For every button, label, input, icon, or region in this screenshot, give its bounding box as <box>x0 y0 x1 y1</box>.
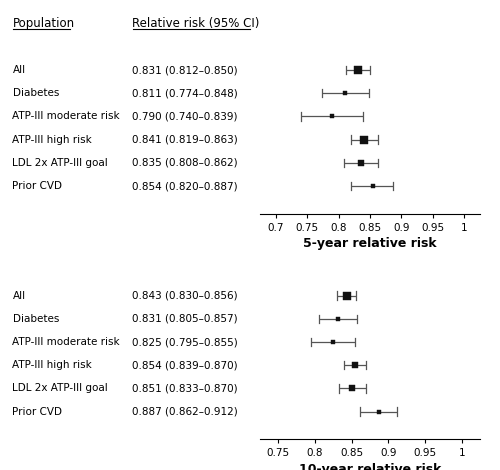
Text: 0.835 (0.808–0.862): 0.835 (0.808–0.862) <box>132 158 238 168</box>
Text: ATP-III moderate risk: ATP-III moderate risk <box>12 111 120 121</box>
Text: All: All <box>12 290 26 301</box>
Text: 0.854 (0.820–0.887): 0.854 (0.820–0.887) <box>132 181 238 191</box>
Text: Population: Population <box>12 17 74 30</box>
Text: 0.851 (0.833–0.870): 0.851 (0.833–0.870) <box>132 384 238 393</box>
Text: 0.790 (0.740–0.839): 0.790 (0.740–0.839) <box>132 111 238 121</box>
Text: 0.831 (0.805–0.857): 0.831 (0.805–0.857) <box>132 314 238 324</box>
Text: 0.811 (0.774–0.848): 0.811 (0.774–0.848) <box>132 88 238 98</box>
Text: 0.831 (0.812–0.850): 0.831 (0.812–0.850) <box>132 65 238 75</box>
Text: 0.843 (0.830–0.856): 0.843 (0.830–0.856) <box>132 290 238 301</box>
Text: ATP-III high risk: ATP-III high risk <box>12 360 92 370</box>
X-axis label: 10-year relative risk: 10-year relative risk <box>299 462 441 470</box>
Text: Prior CVD: Prior CVD <box>12 181 62 191</box>
Text: Prior CVD: Prior CVD <box>12 407 62 416</box>
Text: Diabetes: Diabetes <box>12 88 59 98</box>
X-axis label: 5-year relative risk: 5-year relative risk <box>303 237 437 250</box>
Text: 0.825 (0.795–0.855): 0.825 (0.795–0.855) <box>132 337 238 347</box>
Text: All: All <box>12 65 26 75</box>
Text: 0.887 (0.862–0.912): 0.887 (0.862–0.912) <box>132 407 238 416</box>
Text: LDL 2x ATP-III goal: LDL 2x ATP-III goal <box>12 384 108 393</box>
Text: ATP-III high risk: ATP-III high risk <box>12 134 92 145</box>
Text: LDL 2x ATP-III goal: LDL 2x ATP-III goal <box>12 158 108 168</box>
Text: Diabetes: Diabetes <box>12 314 59 324</box>
Text: 0.841 (0.819–0.863): 0.841 (0.819–0.863) <box>132 134 238 145</box>
Text: ATP-III moderate risk: ATP-III moderate risk <box>12 337 120 347</box>
Text: 0.854 (0.839–0.870): 0.854 (0.839–0.870) <box>132 360 238 370</box>
Text: Relative risk (95% CI): Relative risk (95% CI) <box>132 17 260 30</box>
